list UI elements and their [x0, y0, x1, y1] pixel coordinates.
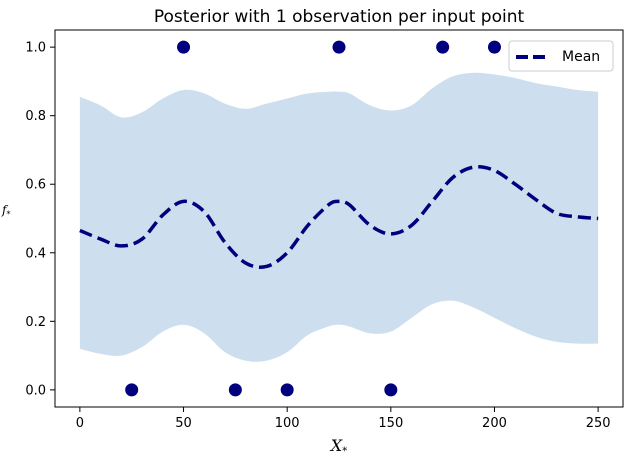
- confidence-band: [79, 72, 599, 362]
- x-tick-label: 250: [586, 416, 611, 431]
- chart-title: Posterior with 1 observation per input p…: [154, 7, 525, 27]
- y-tick-label: 1.0: [25, 41, 46, 56]
- observation-point: [125, 383, 139, 397]
- x-tick-label: 150: [378, 416, 403, 431]
- legend: Mean: [508, 40, 614, 72]
- axes-frame: [54, 29, 624, 408]
- y-tick-label: 0.6: [25, 178, 46, 193]
- plot-area: [79, 40, 599, 397]
- x-axis-label: X*: [329, 436, 347, 457]
- y-tick-label: 0.2: [25, 315, 46, 330]
- observation-point: [436, 40, 450, 54]
- observation-point: [228, 383, 242, 397]
- x-tick-label: 200: [482, 416, 507, 431]
- observation-point: [332, 40, 346, 54]
- mean-line: [79, 164, 599, 269]
- legend-mean-label: Mean: [562, 49, 600, 65]
- legend-box: [508, 40, 614, 72]
- observation-point: [280, 383, 294, 397]
- x-tick-label: 50: [175, 416, 192, 431]
- y-axis: 0.0 0.2 0.4 0.6 0.8 1.0: [25, 41, 55, 398]
- y-tick-label: 0.0: [25, 383, 46, 398]
- observation-point: [384, 383, 398, 397]
- y-tick-label: 0.4: [25, 246, 46, 261]
- y-axis-label: f*: [1, 203, 10, 219]
- observation-point: [177, 40, 191, 54]
- x-axis: 0 50 100 150 200 250: [76, 407, 611, 431]
- x-tick-label: 100: [275, 416, 300, 431]
- y-tick-label: 0.8: [25, 109, 46, 124]
- observation-point: [487, 40, 501, 54]
- x-tick-label: 0: [76, 416, 84, 431]
